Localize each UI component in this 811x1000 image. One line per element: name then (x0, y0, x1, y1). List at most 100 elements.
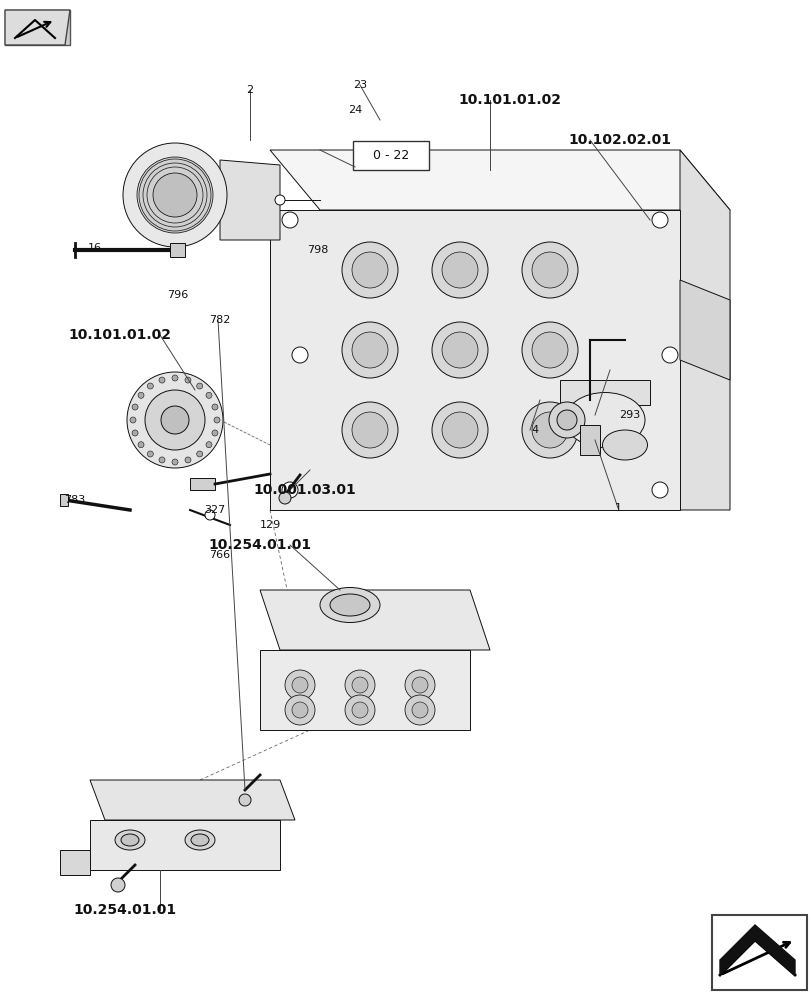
Text: 10.254.01.01: 10.254.01.01 (73, 903, 176, 917)
Circle shape (431, 402, 487, 458)
Circle shape (441, 332, 478, 368)
Circle shape (351, 702, 367, 718)
Bar (60, 850, 90, 875)
Text: 2: 2 (246, 85, 253, 95)
Circle shape (556, 410, 577, 430)
Ellipse shape (121, 834, 139, 846)
Ellipse shape (115, 830, 145, 850)
Text: 327: 327 (204, 505, 225, 515)
Circle shape (196, 451, 203, 457)
Circle shape (196, 383, 203, 389)
Circle shape (651, 212, 667, 228)
Text: 783: 783 (64, 495, 85, 505)
Circle shape (185, 457, 191, 463)
Circle shape (345, 695, 375, 725)
Circle shape (351, 332, 388, 368)
Circle shape (281, 212, 298, 228)
Circle shape (292, 702, 307, 718)
Bar (190, 478, 215, 490)
Text: 0 - 22: 0 - 22 (372, 149, 409, 162)
Text: 10.001.03.01: 10.001.03.01 (253, 483, 356, 497)
Circle shape (147, 383, 153, 389)
Ellipse shape (564, 392, 644, 448)
Circle shape (351, 412, 388, 448)
Circle shape (206, 392, 212, 398)
Polygon shape (270, 150, 729, 210)
Circle shape (548, 402, 584, 438)
Circle shape (351, 252, 388, 288)
Bar (60, 494, 68, 506)
Circle shape (345, 670, 375, 700)
Circle shape (159, 377, 165, 383)
Text: 796: 796 (167, 290, 188, 300)
Polygon shape (260, 650, 470, 730)
Circle shape (238, 794, 251, 806)
Circle shape (159, 457, 165, 463)
Polygon shape (5, 10, 70, 45)
Polygon shape (260, 590, 489, 650)
Circle shape (521, 322, 577, 378)
Text: 798: 798 (307, 245, 328, 255)
Circle shape (279, 492, 290, 504)
Circle shape (132, 404, 138, 410)
Circle shape (292, 347, 307, 363)
Circle shape (145, 390, 204, 450)
Circle shape (152, 173, 197, 217)
Text: 10.101.01.02: 10.101.01.02 (68, 328, 171, 342)
Circle shape (185, 377, 191, 383)
Circle shape (130, 417, 135, 423)
Ellipse shape (329, 594, 370, 616)
Circle shape (275, 195, 285, 205)
Circle shape (411, 677, 427, 693)
Circle shape (285, 695, 315, 725)
Ellipse shape (191, 834, 208, 846)
Circle shape (172, 375, 178, 381)
Circle shape (341, 322, 397, 378)
Circle shape (172, 459, 178, 465)
Polygon shape (679, 280, 729, 380)
Bar (169, 243, 185, 257)
Text: 782: 782 (209, 315, 230, 325)
Circle shape (292, 677, 307, 693)
Text: 293: 293 (619, 410, 640, 420)
Circle shape (405, 670, 435, 700)
Text: 1: 1 (614, 503, 620, 513)
Polygon shape (270, 210, 679, 510)
Circle shape (281, 482, 298, 498)
Text: 10.101.01.02: 10.101.01.02 (458, 93, 561, 107)
Ellipse shape (320, 587, 380, 622)
Circle shape (431, 242, 487, 298)
Circle shape (212, 404, 217, 410)
Ellipse shape (185, 830, 215, 850)
Text: 10.254.01.01: 10.254.01.01 (208, 538, 311, 552)
Circle shape (204, 510, 215, 520)
Polygon shape (90, 820, 280, 870)
Circle shape (531, 412, 568, 448)
Circle shape (137, 157, 212, 233)
Circle shape (161, 406, 189, 434)
Bar (560, 380, 649, 405)
Circle shape (341, 402, 397, 458)
Circle shape (531, 332, 568, 368)
Circle shape (341, 242, 397, 298)
Text: 16: 16 (88, 243, 102, 253)
FancyBboxPatch shape (353, 141, 428, 170)
Circle shape (431, 322, 487, 378)
Text: 4: 4 (530, 425, 538, 435)
Bar (579, 425, 599, 455)
Circle shape (285, 670, 315, 700)
Circle shape (206, 442, 212, 448)
Circle shape (138, 442, 144, 448)
Text: 10.102.02.01: 10.102.02.01 (568, 133, 671, 147)
Circle shape (521, 242, 577, 298)
Circle shape (521, 402, 577, 458)
Circle shape (531, 252, 568, 288)
Text: 24: 24 (347, 105, 362, 115)
Circle shape (138, 392, 144, 398)
Polygon shape (220, 160, 280, 240)
Circle shape (441, 412, 478, 448)
Circle shape (405, 695, 435, 725)
Text: 23: 23 (353, 80, 367, 90)
Polygon shape (679, 150, 729, 510)
Circle shape (651, 482, 667, 498)
